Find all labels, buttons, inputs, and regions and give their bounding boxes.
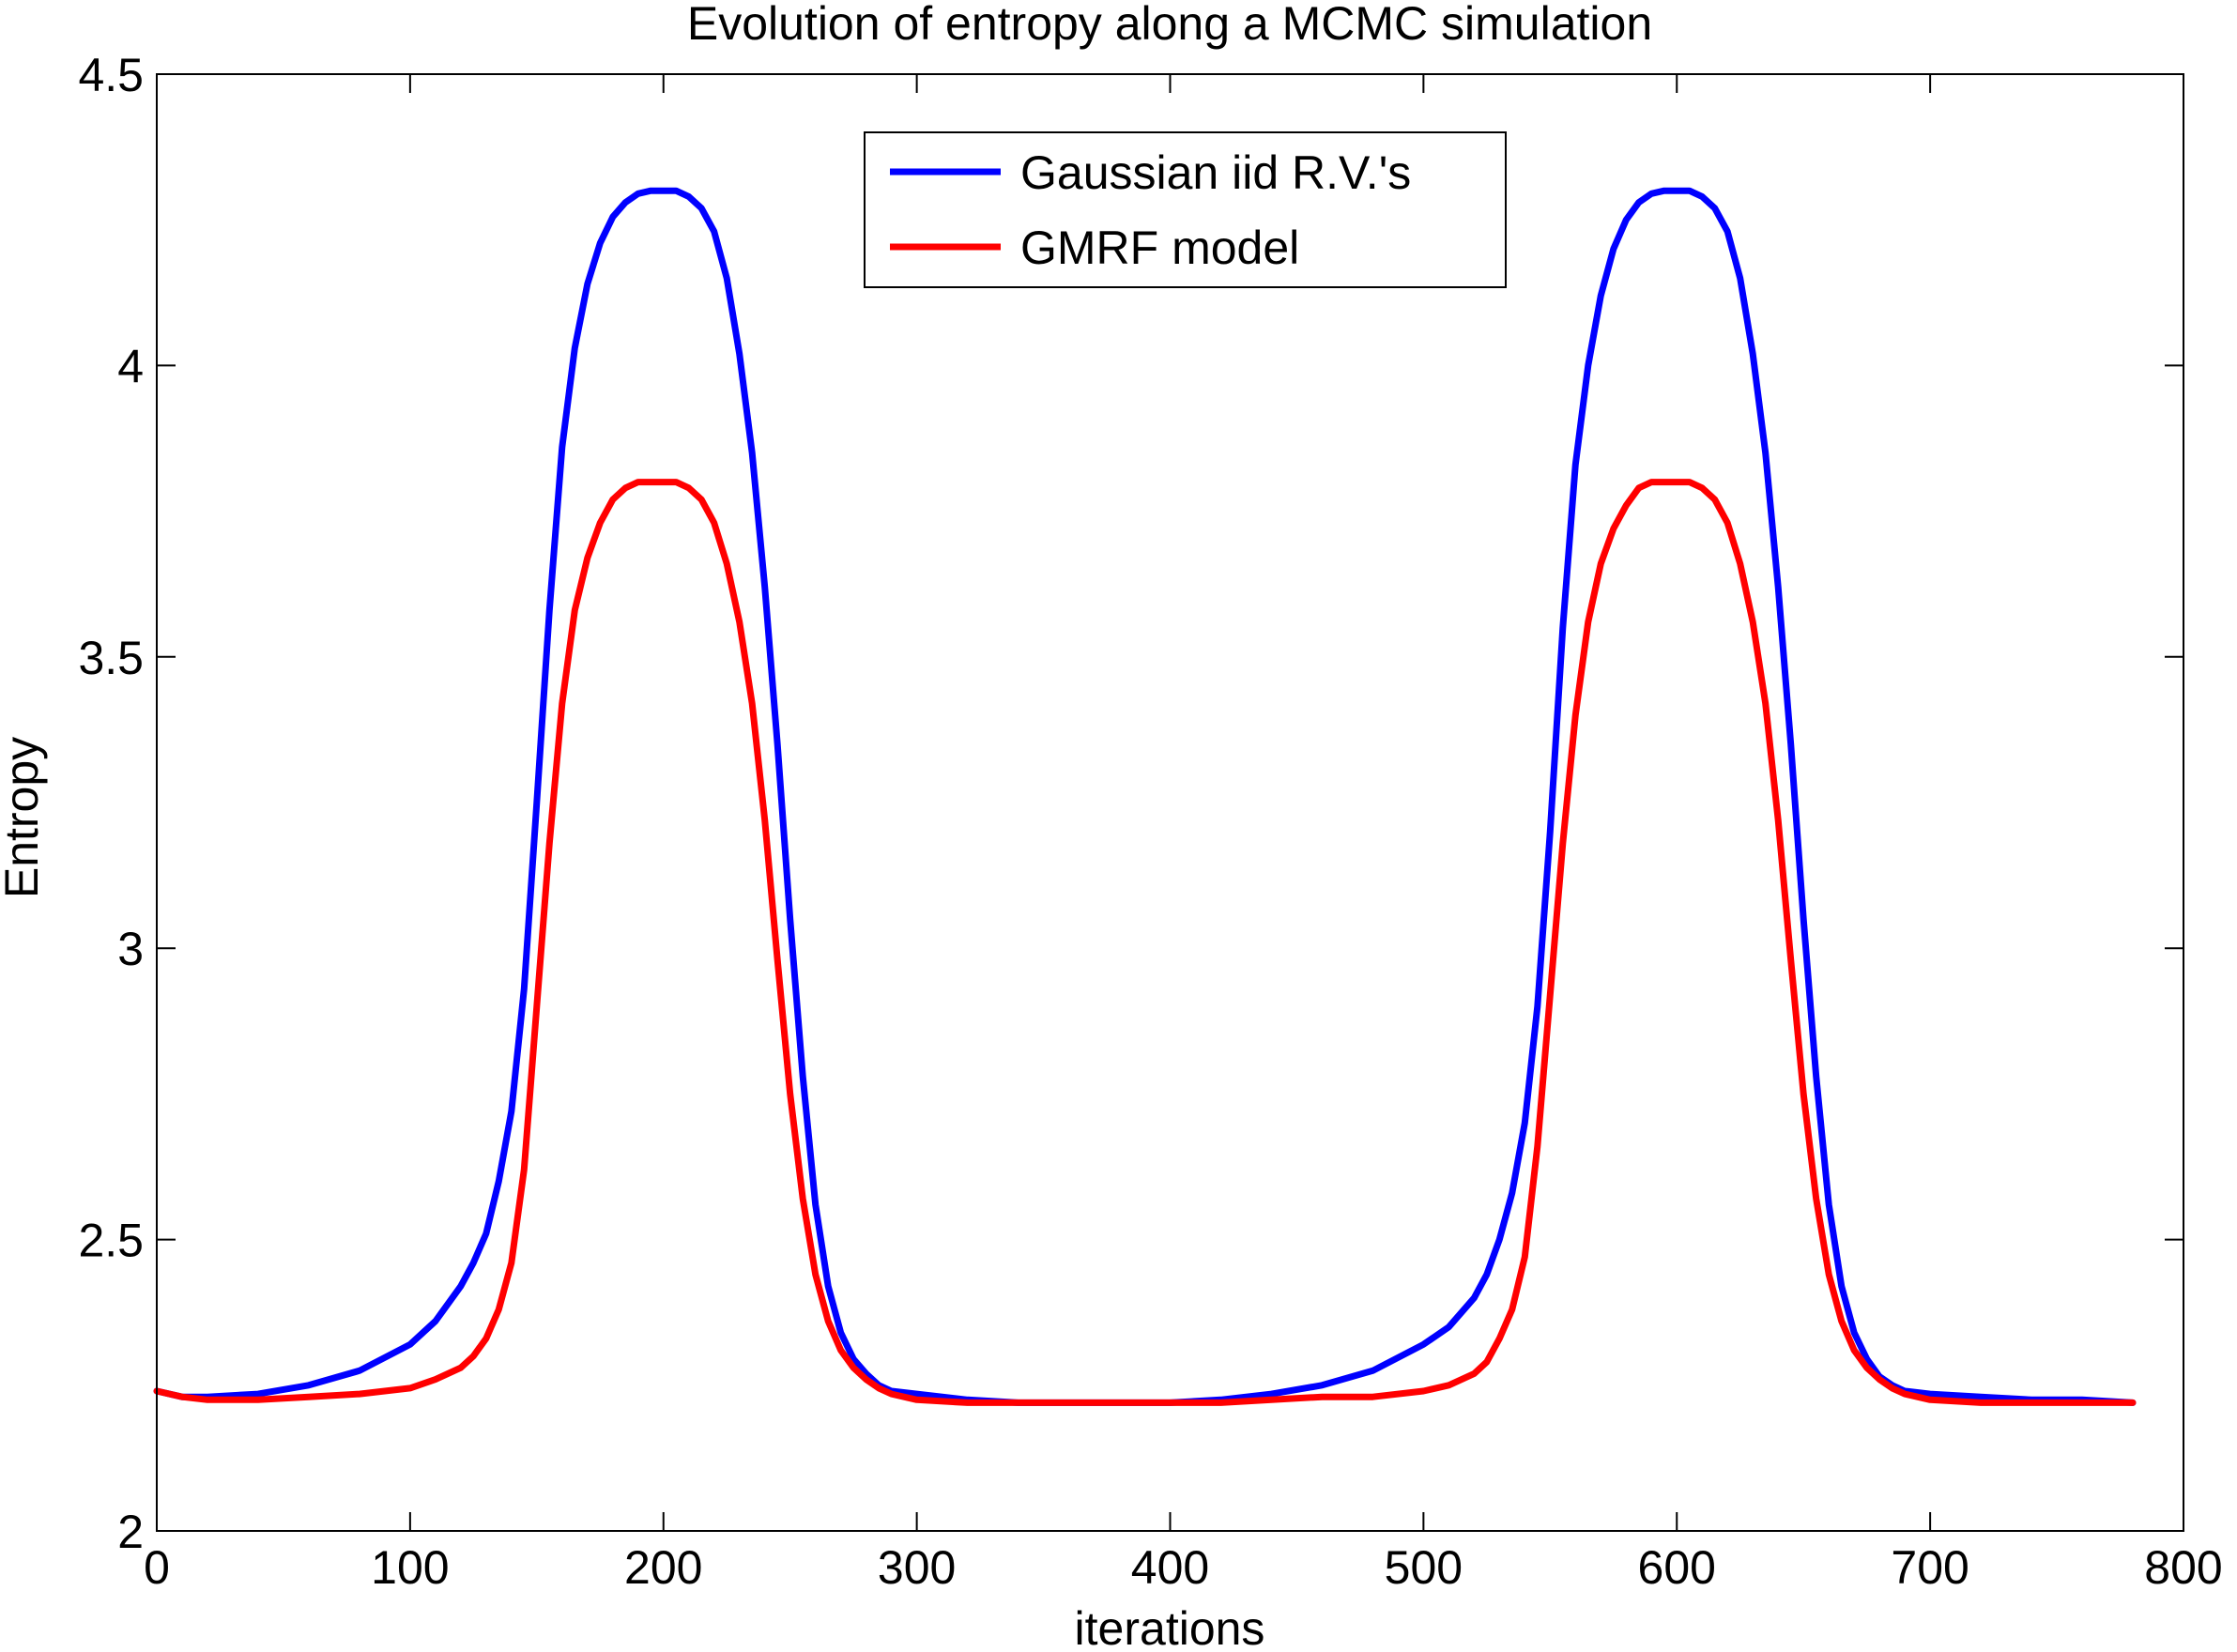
x-tick-label: 300 [878,1541,956,1594]
x-tick-label: 600 [1638,1541,1716,1594]
chart-title: Evolution of entropy along a MCMC simula… [687,0,1652,50]
x-tick-label: 200 [624,1541,702,1594]
y-tick-label: 2.5 [78,1215,144,1267]
y-tick-label: 4.5 [78,49,144,101]
legend: Gaussian iid R.V.'s GMRF model [864,131,1507,288]
y-tick-label: 3 [117,923,144,975]
y-tick-label: 2 [117,1506,144,1558]
series-layer [153,187,2137,1406]
ticks-layer: 0 100 200 300 400 500 600 700 800 2 2.5 3 3.5 4 4.5 [78,49,2222,1594]
plot-frame [156,73,2184,1532]
x-tick-label: 500 [1385,1541,1463,1594]
legend-box [864,131,1507,288]
x-tick-label: 0 [144,1541,170,1594]
legend-label-gmrf: GMRF model [1020,222,1299,274]
y-tick-label: 4 [117,340,144,392]
x-tick-label: 700 [1891,1541,1969,1594]
y-axis-label: Entropy [0,737,48,898]
x-axis-label: iterations [1075,1602,1265,1652]
series-line-1 [153,479,2137,1406]
y-tick-label: 3.5 [78,632,144,684]
x-tick-label: 800 [2144,1541,2222,1594]
x-tick-label: 400 [1131,1541,1209,1594]
x-tick-label: 100 [371,1541,449,1594]
legend-label-gaussian: Gaussian iid R.V.'s [1020,146,1411,199]
